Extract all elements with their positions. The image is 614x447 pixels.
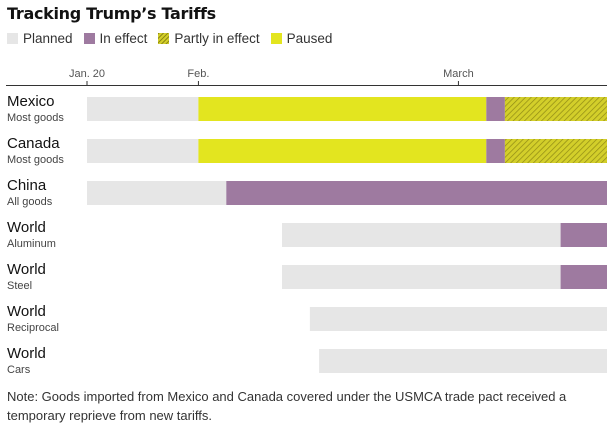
- row-label: World: [7, 219, 46, 236]
- bar-segment-in-effect: [486, 97, 505, 121]
- row-label: World: [7, 303, 46, 320]
- legend-label: In effect: [99, 30, 148, 46]
- row-sublabel: All goods: [7, 196, 53, 208]
- row-sublabel: Reciprocal: [7, 322, 59, 334]
- legend: Planned In effect Partly in effect Paused: [7, 30, 343, 46]
- bar-segment-planned: [87, 139, 199, 163]
- bar-segment-planned: [319, 349, 607, 373]
- row-label: World: [7, 345, 46, 362]
- bar-segment-in-effect: [560, 265, 607, 289]
- x-tick-label: March: [443, 68, 474, 80]
- legend-item-partly: Partly in effect: [158, 30, 260, 46]
- legend-item-in-effect: In effect: [83, 30, 148, 46]
- legend-item-planned: Planned: [7, 31, 73, 46]
- chart-title: Tracking Trump’s Tariffs: [7, 4, 216, 23]
- footnote: Note: Goods imported from Mexico and Can…: [7, 389, 567, 423]
- bar-segment-planned: [282, 223, 561, 247]
- row-label: Canada: [7, 135, 60, 152]
- legend-swatch: [7, 32, 18, 44]
- bar-segment-in-effect: [486, 139, 505, 163]
- legend-label: Partly in effect: [174, 30, 260, 46]
- bar-segment-in-effect: [226, 181, 608, 205]
- legend-swatch: [83, 32, 95, 44]
- row-label: World: [7, 261, 46, 278]
- tariff-timeline-chart: Jan. 20 Feb. March Mexico Most goods Canada Mo…: [6, 68, 608, 376]
- bar-segment-planned: [282, 265, 561, 289]
- legend-swatch: [158, 32, 170, 44]
- row-sublabel: Cars: [7, 364, 31, 376]
- bar-segment-partly: [504, 139, 607, 163]
- bar-segment-planned: [87, 181, 227, 205]
- legend-label: Paused: [286, 30, 333, 46]
- x-tick-label: Jan. 20: [69, 68, 105, 80]
- row-sublabel: Most goods: [7, 154, 64, 166]
- row-label: China: [7, 177, 47, 194]
- row-sublabel: Aluminum: [7, 238, 56, 250]
- bar-segment-in-effect: [560, 223, 607, 247]
- legend-label: Planned: [23, 30, 73, 46]
- bar-segment-partly: [504, 97, 607, 121]
- bar-segment-paused: [198, 139, 487, 163]
- bar-segment-planned: [87, 97, 199, 121]
- x-tick-label: Feb.: [187, 68, 209, 80]
- bar-segment-paused: [198, 97, 487, 121]
- legend-swatch: [270, 32, 282, 44]
- legend-item-paused: Paused: [270, 30, 333, 46]
- row-sublabel: Most goods: [7, 112, 64, 124]
- bar-segment-planned: [309, 307, 607, 331]
- row-label: Mexico: [7, 93, 55, 110]
- row-sublabel: Steel: [7, 280, 32, 292]
